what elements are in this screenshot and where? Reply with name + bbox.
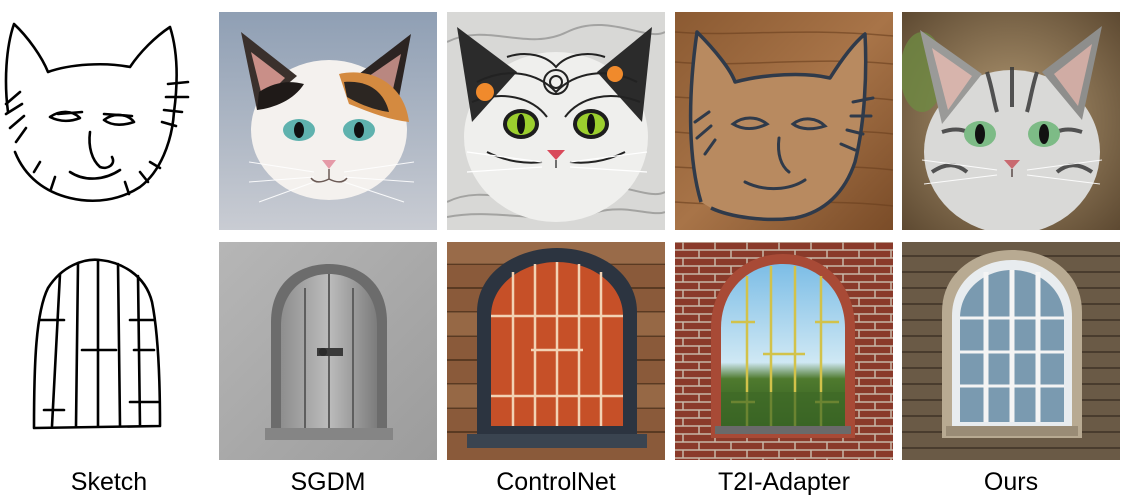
sketch-window-image — [0, 242, 218, 460]
t2i-adapter-cat-image — [675, 12, 893, 230]
sgdm-window-image — [219, 242, 437, 460]
controlnet-cat-image — [447, 12, 665, 230]
sgdm-cat-image — [219, 12, 437, 230]
column-label-ours: Ours — [983, 468, 1039, 496]
ours-cat-image — [902, 12, 1120, 230]
t2i-adapter-window-image — [675, 242, 893, 460]
column-label-controlnet: ControlNet — [496, 468, 616, 496]
ours-window-image — [902, 242, 1120, 460]
column-label-sgdm: SGDM — [290, 468, 366, 496]
sketch-cat-image — [0, 12, 218, 230]
column-label-t2i-adapter: T2I-Adapter — [717, 468, 850, 496]
column-label-sketch: Sketch — [70, 468, 148, 496]
controlnet-window-image — [447, 242, 665, 460]
